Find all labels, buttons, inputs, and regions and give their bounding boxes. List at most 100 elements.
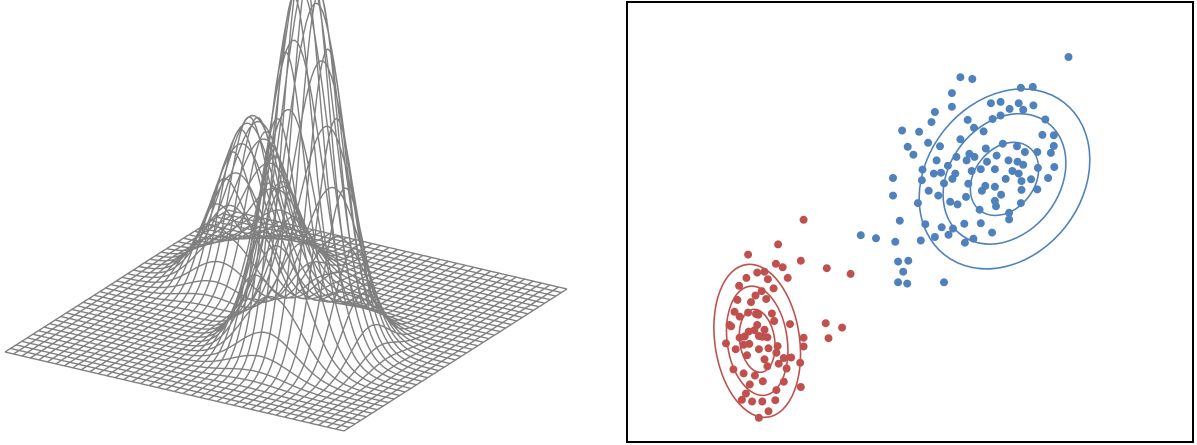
cluster-0-point-59 [779, 377, 788, 386]
cluster-1-point-51 [976, 219, 985, 228]
cluster-0-point-2 [744, 250, 753, 259]
cluster-1-point-57 [956, 135, 965, 144]
surface-line-v-10 [172, 162, 512, 326]
cluster-0-point-40 [787, 353, 796, 362]
surface-line-v-40 [4, 351, 345, 432]
cluster-0-point-28 [770, 317, 779, 325]
cluster-1-point-43 [1027, 175, 1036, 184]
cluster-1-point-2 [1028, 82, 1037, 91]
cluster-1-point-13 [963, 115, 972, 124]
cluster-1-point-34 [1004, 156, 1013, 165]
cluster-1-point-7 [996, 97, 1005, 106]
cluster-0-point-54 [754, 413, 763, 422]
surface-line-v-7 [188, 225, 529, 315]
surface-line-v-21 [110, 125, 451, 365]
cluster-1-point-36 [1013, 142, 1021, 151]
surface-line-v-2 [216, 216, 557, 297]
cluster-1-point-60 [981, 181, 990, 190]
cluster-1-point-15 [930, 108, 939, 116]
cluster-1-point-17 [915, 127, 924, 136]
cluster-1-point-18 [927, 118, 936, 127]
cluster-1-point-102 [943, 161, 952, 170]
cluster-0-point-17 [751, 291, 760, 300]
cluster-0-point-14 [742, 273, 751, 282]
cluster-0-point-6 [769, 284, 778, 293]
cluster-1-point-83 [899, 267, 908, 276]
cluster-1-point-96 [1017, 177, 1026, 186]
cluster-0-point-18 [733, 295, 742, 304]
cluster-0-point-62 [838, 323, 847, 332]
cluster-0-point-66 [786, 320, 794, 329]
cluster-0-point-31 [735, 333, 744, 342]
cluster-1-point-70 [921, 220, 930, 229]
cluster-1-point-86 [940, 278, 948, 287]
cluster-0-point-64 [799, 342, 808, 351]
cluster-1-point-94 [1044, 174, 1053, 182]
cluster-1-point-65 [917, 176, 926, 185]
surface-line-v-19 [121, 235, 462, 358]
cluster-1-point-55 [988, 115, 997, 123]
cluster-1-point-37 [1020, 148, 1029, 156]
surface-line-v-28 [71, 108, 412, 390]
cluster-1-point-25 [929, 169, 938, 178]
scatter-plot [626, 1, 1194, 443]
cluster-0-point-8 [771, 259, 780, 268]
cluster-0-point-73 [773, 342, 782, 351]
cluster-1-point-35 [998, 139, 1007, 148]
cluster-0-point-65 [799, 333, 808, 342]
surface-wireframe [4, 0, 568, 432]
cluster-0-point-48 [739, 369, 748, 378]
cluster-0-point-19 [747, 298, 755, 307]
cluster-1-point-9 [1014, 99, 1023, 108]
cluster-1-point-53 [1005, 215, 1014, 224]
cluster-1-point-92 [1046, 148, 1055, 157]
cluster-0-point-13 [760, 267, 769, 276]
cluster-0-point-5 [763, 275, 772, 284]
cluster-1-point-78 [872, 234, 880, 243]
cluster-1-point-41 [1049, 141, 1058, 150]
cluster-1-point-88 [997, 190, 1006, 199]
cluster-1-point-100 [962, 156, 971, 165]
surface-line-v-13 [155, 114, 495, 336]
cluster-1-point-80 [891, 237, 900, 246]
cluster-1-point-106 [981, 144, 990, 153]
cluster-1-point-59 [983, 157, 991, 166]
surface-line-v-22 [105, 60, 445, 368]
surface-line-v-26 [82, 0, 423, 382]
cluster-1-point-0 [1064, 53, 1073, 61]
cluster-1-point-3 [968, 75, 977, 83]
cluster-0-point-69 [727, 322, 736, 331]
surface-line-v-38 [16, 344, 356, 425]
cluster-1-point-11 [1019, 105, 1028, 114]
cluster-1-point-21 [903, 142, 912, 151]
cluster-0-point-38 [774, 359, 783, 368]
cluster-1-point-1 [1016, 83, 1025, 92]
surface-line-v-17 [133, 204, 473, 350]
surface-line-v-18 [127, 235, 467, 354]
cluster-1-point-71 [937, 223, 946, 232]
cluster-1-point-22 [909, 150, 918, 159]
cluster-0-point-16 [762, 295, 771, 303]
cluster-1-point-24 [918, 165, 927, 174]
surface-line-v-20 [116, 186, 456, 361]
surface-line-v-29 [66, 180, 406, 393]
cluster-0-point-0 [799, 215, 808, 224]
cluster-0-point-72 [735, 312, 744, 321]
cluster-1-point-19 [936, 142, 944, 151]
cluster-1-point-5 [956, 73, 965, 82]
cluster-0-point-55 [758, 377, 767, 386]
cluster-1-point-33 [1014, 169, 1023, 178]
cluster-0-point-4 [735, 281, 744, 290]
cluster-0-point-47 [745, 380, 754, 389]
cluster-0-point-70 [767, 309, 776, 318]
cluster-1-point-31 [990, 182, 999, 191]
cluster-1-point-73 [949, 224, 957, 233]
cluster-1-point-45 [1016, 199, 1025, 208]
cluster-1-point-44 [1017, 185, 1026, 194]
cluster-1-point-39 [1041, 115, 1050, 124]
cluster-1-point-68 [913, 199, 922, 208]
cluster-1-point-105 [965, 149, 974, 158]
surface-line-v-23 [99, 2, 439, 372]
cluster-1-point-85 [903, 279, 912, 288]
scatter-content [713, 53, 1091, 422]
